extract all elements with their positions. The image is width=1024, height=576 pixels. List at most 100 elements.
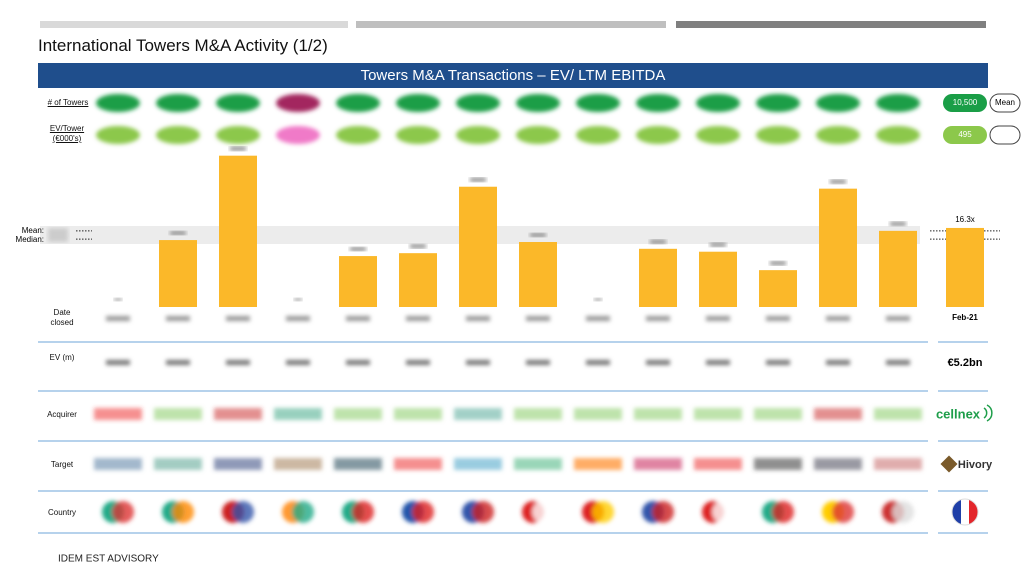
flag [232, 501, 254, 523]
flag [352, 501, 374, 523]
acquirer-logo [274, 408, 322, 420]
target-logo [874, 458, 922, 470]
target-logo [214, 458, 262, 470]
towers-pill [756, 94, 800, 112]
towers-pill [156, 94, 200, 112]
date-text [166, 316, 190, 321]
bar [699, 251, 737, 307]
target-logo [334, 458, 382, 470]
flag [112, 501, 134, 523]
towers-mean: 10,500 [953, 98, 978, 107]
blurred-cell [94, 94, 142, 523]
date-text [286, 316, 310, 321]
ev-tower-pill [943, 126, 987, 144]
x-tick-label: Feb-21 [952, 313, 978, 322]
slide-title: International Towers M&A Activity (1/2) [38, 36, 328, 55]
ev-text [526, 360, 550, 365]
acquirer-logo [154, 408, 202, 420]
flag [532, 501, 554, 523]
ev-tower-pill [576, 126, 620, 144]
median-label: Median: [16, 235, 44, 244]
value-label-blur [410, 244, 426, 249]
bar [819, 188, 857, 307]
flag [712, 501, 734, 523]
ev-text [706, 360, 730, 365]
towers-pill [276, 94, 320, 112]
mean-label: Mean: [22, 226, 44, 235]
bar [879, 230, 917, 307]
blurred-cell [874, 94, 922, 523]
na-text [594, 298, 602, 301]
progress [356, 21, 666, 28]
towers-pill [456, 94, 500, 112]
ev-tower-mean: 495 [958, 130, 972, 139]
towers-pill [696, 94, 740, 112]
blurred-cell [754, 94, 802, 523]
acquirer-logo [334, 408, 382, 420]
ev-tower-pill [336, 126, 380, 144]
ev-text [646, 360, 670, 365]
ev-tower-pill [396, 126, 440, 144]
ev-tower-pill [636, 126, 680, 144]
target-logo [814, 458, 862, 470]
blurred-cell [694, 94, 742, 523]
blurred-cell [214, 94, 262, 523]
target-logo [754, 458, 802, 470]
row-label: # of Towers [47, 98, 89, 107]
value-label-blur [530, 233, 546, 238]
bar [219, 155, 257, 307]
target-logo [694, 458, 742, 470]
ev-tower-pill [816, 126, 860, 144]
value-label-blur [830, 179, 846, 184]
ev-text [346, 360, 370, 365]
ev-text [466, 360, 490, 365]
acquirer-logo [214, 408, 262, 420]
flag [652, 501, 674, 523]
mean-note: Mean [995, 98, 1015, 107]
target-logo [94, 458, 142, 470]
ev-tower-pill [96, 126, 140, 144]
ev-text [286, 360, 310, 365]
date-text [466, 316, 490, 321]
na-text [294, 298, 302, 301]
blurred-cell [154, 94, 202, 523]
target-logo [394, 458, 442, 470]
flag [892, 501, 914, 523]
flag [772, 501, 794, 523]
target-logo: Hivory [958, 459, 993, 471]
date-text [706, 316, 730, 321]
acquirer-logo [454, 408, 502, 420]
ev-text [586, 360, 610, 365]
towers-pill [636, 94, 680, 112]
acquirer-logo [574, 408, 622, 420]
bar [759, 270, 797, 307]
value-label-blur [710, 242, 726, 247]
ev-tower-pill [276, 126, 320, 144]
blurred-cell [814, 94, 862, 523]
date-text [526, 316, 550, 321]
flag [472, 501, 494, 523]
ev-tower-pill [516, 126, 560, 144]
towers-pill [96, 94, 140, 112]
towers-pill [216, 94, 260, 112]
value-label-blur [230, 146, 246, 151]
target-logo [154, 458, 202, 470]
towers-pill [943, 94, 987, 112]
bar [459, 186, 497, 307]
ev-tower-pill [756, 126, 800, 144]
date-text [346, 316, 370, 321]
ev-value: €5.2bn [948, 357, 983, 369]
ev-text [106, 360, 130, 365]
mean-pill [989, 93, 1021, 113]
blurred-cell [454, 94, 502, 523]
flag-border [951, 498, 979, 526]
date-text [646, 316, 670, 321]
logo-icon [983, 404, 993, 422]
ev-text [826, 360, 850, 365]
target-icon [940, 455, 958, 473]
acquirer-logo [694, 408, 742, 420]
date-text [406, 316, 430, 321]
towers-pill [516, 94, 560, 112]
bar [519, 242, 557, 307]
